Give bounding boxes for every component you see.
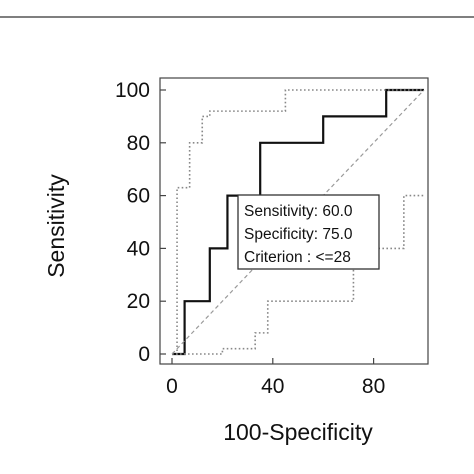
y-tick-label: 100 bbox=[115, 79, 150, 102]
y-axis: 0 20 40 60 80 100 bbox=[115, 79, 166, 366]
criterion-box-frame bbox=[237, 194, 380, 270]
series-line-lower-confidence-bound bbox=[172, 194, 424, 355]
y-tick-label: 80 bbox=[127, 132, 150, 155]
criterion-box: Sensitivity: 60.0 Specificity: 75.0 Crit… bbox=[237, 194, 380, 270]
y-axis-title: Sensitivity bbox=[43, 174, 69, 278]
x-axis: 0 40 80 bbox=[166, 358, 385, 398]
y-tick-label: 60 bbox=[127, 185, 150, 208]
plot-border bbox=[159, 77, 429, 365]
series-line-roc bbox=[172, 88, 424, 356]
y-tick-label: 40 bbox=[127, 237, 150, 260]
x-axis-title: 100-Specificity bbox=[223, 419, 373, 445]
y-tick-label: 0 bbox=[138, 343, 150, 366]
x-tick-label: 40 bbox=[261, 375, 284, 398]
specificity-annotation: Specificity: 75.0 bbox=[244, 226, 353, 243]
sensitivity-annotation: Sensitivity: 60.0 bbox=[244, 203, 353, 220]
x-tick-label: 80 bbox=[362, 375, 385, 398]
criterion-annotation: Criterion : <=28 bbox=[244, 249, 351, 266]
y-tick-label: 20 bbox=[127, 290, 150, 313]
x-tick-label: 0 bbox=[166, 375, 178, 398]
